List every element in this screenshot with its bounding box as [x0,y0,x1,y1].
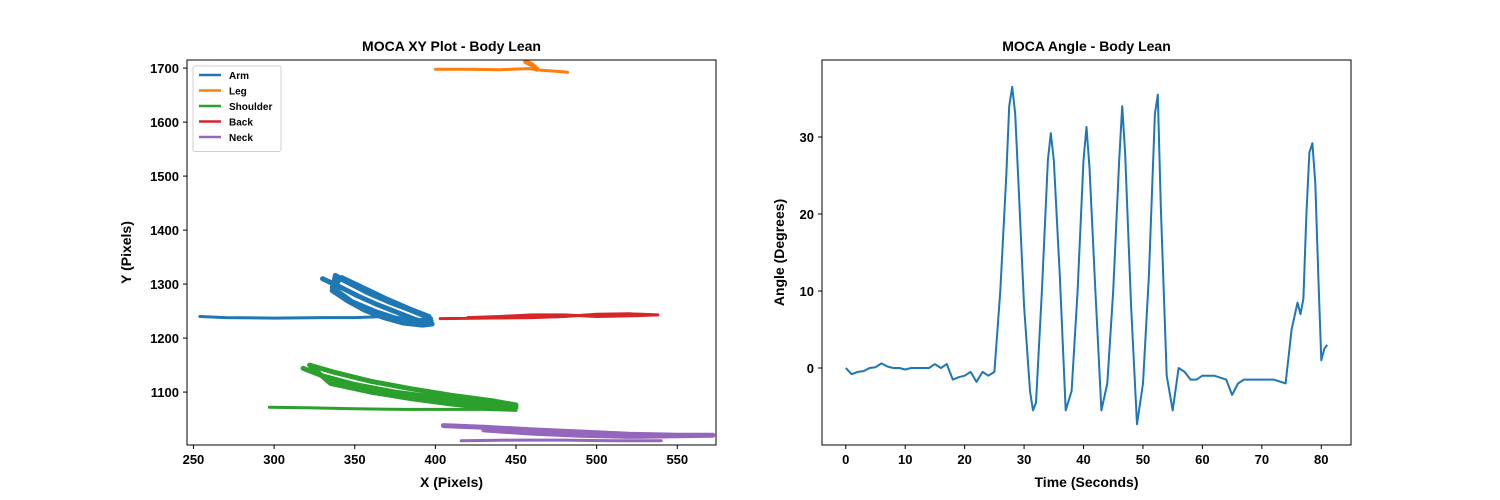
legend-label: Shoulder [229,102,272,113]
x-tick-label: 80 [1314,452,1328,467]
chart-2 [818,59,1352,449]
legend-label: Arm [229,71,249,82]
y-tick-label: 1300 [150,277,179,292]
series-line-leg [523,60,540,72]
y-tick-label: 20 [800,207,814,222]
series-line-neck [459,438,663,443]
x-tick-label: 10 [898,452,912,467]
legend-label: Neck [229,133,253,144]
x-tick-label: 450 [505,452,527,467]
y-tick-label: 0 [807,361,814,376]
plot-frame [186,59,717,446]
x-tick-label: 250 [183,452,205,467]
x-tick-label: 0 [842,452,849,467]
x-tick-label: 550 [666,452,688,467]
series-line-arm [320,272,435,328]
series-line-1 [845,85,1329,426]
y-tick-label: 1600 [150,115,179,130]
chart-title: MOCA XY Plot - Body Lean [362,38,541,54]
legend-box [192,65,282,152]
y-axis-label: Y (Pixels) [118,221,134,284]
y-tick-label: 1200 [150,331,179,346]
y-tick-label: 1700 [150,61,179,76]
series-line-leg [433,67,570,74]
y-tick-label: 1400 [150,223,179,238]
x-tick-label: 70 [1255,452,1269,467]
x-tick-label: 350 [344,452,366,467]
x-axis-label: X (Pixels) [420,474,483,490]
x-tick-label: 20 [957,452,971,467]
series-group [198,60,716,443]
series-group [845,85,1329,426]
legend: Arm Leg Shoulder Back Neck [192,65,282,152]
x-tick-label: 50 [1136,452,1150,467]
x-tick-label: 500 [586,452,608,467]
series-line-back [438,312,660,321]
x-tick-label: 60 [1195,452,1209,467]
x-axis-label: Time (Seconds) [1035,474,1139,490]
y-tick-label: 1500 [150,169,179,184]
chart-1: Arm Leg Shoulder Back Neck [183,59,717,449]
x-tick-label: 30 [1017,452,1031,467]
x-tick-label: 400 [425,452,447,467]
plot-frame [821,59,1352,446]
legend-label: Leg [229,87,247,98]
y-tick-label: 30 [800,130,814,145]
legend-label: Back [229,118,253,129]
x-tick-label: 40 [1076,452,1090,467]
y-axis-label: Angle (Degrees) [771,199,787,306]
x-tick-label: 300 [263,452,285,467]
series-line-shoulder [300,362,519,411]
y-tick-label: 10 [800,284,814,299]
chart-title: MOCA Angle - Body Lean [1002,38,1171,54]
series-line-neck [440,423,716,439]
y-tick-label: 1100 [151,385,179,400]
